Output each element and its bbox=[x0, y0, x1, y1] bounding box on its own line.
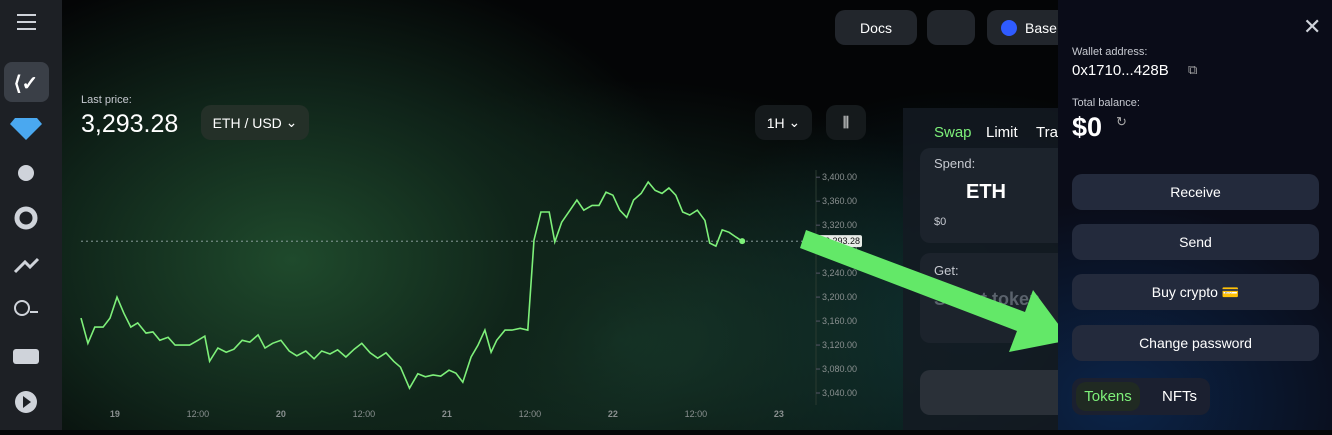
docs-button[interactable]: Docs bbox=[835, 10, 917, 45]
tokens-tab[interactable]: Tokens bbox=[1076, 382, 1140, 411]
receive-label: Receive bbox=[1170, 184, 1221, 200]
spend-card: Spend: ETH $0 bbox=[920, 148, 1070, 243]
get-label: Get: bbox=[934, 263, 959, 278]
balance: $0 bbox=[1072, 112, 1103, 142]
address-label: Wallet address: bbox=[1072, 46, 1148, 58]
receive-button[interactable]: Receive bbox=[1072, 174, 1319, 210]
nfts-tab[interactable]: NFTs bbox=[1162, 388, 1197, 405]
sidebar-icons: ⟨✓ bbox=[4, 14, 49, 413]
password-label: Change password bbox=[1139, 335, 1252, 351]
x-tick-label: 12:00 bbox=[519, 409, 542, 419]
interval-select[interactable]: 1H ⌄ bbox=[755, 105, 812, 140]
chart-type-button[interactable]: ⫼ bbox=[826, 105, 866, 140]
x-tick-label: 23 bbox=[774, 409, 784, 419]
wallet-address[interactable]: 0x1710...428B bbox=[1072, 62, 1169, 79]
refresh-icon[interactable]: ↻ bbox=[1116, 114, 1127, 129]
price-line-series bbox=[80, 180, 743, 390]
x-tick-label: 19 bbox=[110, 409, 120, 419]
pair-label: ETH / USD bbox=[212, 114, 282, 131]
y-tick-label: 3,200.00 bbox=[822, 292, 857, 302]
copy-icon[interactable]: ⧉ bbox=[1188, 62, 1198, 77]
docs-label: Docs bbox=[860, 19, 892, 36]
sidebar: ⟨✓ bbox=[0, 0, 62, 430]
last-point bbox=[739, 238, 746, 245]
limit-tab[interactable]: Limit bbox=[986, 124, 1018, 141]
tokens-label: Tokens bbox=[1084, 388, 1132, 405]
send-label: Send bbox=[1179, 234, 1212, 250]
x-tick-label: 20 bbox=[276, 409, 286, 419]
buy-label: Buy crypto 💳 bbox=[1151, 283, 1240, 300]
interval-label: 1H bbox=[766, 114, 785, 131]
swap-panel: Swap Limit Transfer Spend: ETH $0 Get: S… bbox=[903, 108, 1091, 430]
last-price: 3,293.28 bbox=[81, 110, 179, 138]
spend-usd: $0 bbox=[934, 216, 947, 228]
x-tick-label: 22 bbox=[608, 409, 618, 419]
x-tick-label: 12:00 bbox=[685, 409, 708, 419]
y-tick-label: 3,120.00 bbox=[822, 340, 857, 350]
balance-label: Total balance: bbox=[1072, 97, 1140, 109]
wallet-panel: ✕ Wallet address: 0x1710...428B ⧉ Total … bbox=[1058, 0, 1332, 430]
y-tick-label: 3,360.00 bbox=[822, 196, 857, 206]
y-tick-label: 3,320.00 bbox=[822, 220, 857, 230]
green-arrow bbox=[800, 230, 1070, 352]
y-tick-label: 3,040.00 bbox=[822, 388, 857, 398]
svg-text:⟨✓: ⟨✓ bbox=[14, 73, 39, 95]
buy-button[interactable]: Buy crypto 💳 bbox=[1072, 274, 1319, 310]
spend-label: Spend: bbox=[934, 156, 976, 171]
close-button[interactable]: ✕ bbox=[1303, 14, 1322, 39]
price-tag-label: 3,293.28 bbox=[825, 236, 860, 246]
asset-tabs: Tokens NFTs bbox=[1072, 378, 1210, 415]
x-tick-label: 12:00 bbox=[187, 409, 210, 419]
x-tick-label: 21 bbox=[442, 409, 452, 419]
last-price-label: Last price: bbox=[81, 94, 132, 106]
y-tick-label: 3,160.00 bbox=[822, 316, 857, 326]
network-icon bbox=[1001, 19, 1017, 36]
bot-button[interactable] bbox=[927, 10, 975, 45]
send-button[interactable]: Send bbox=[1072, 224, 1319, 260]
swap-tab[interactable]: Swap bbox=[934, 124, 972, 141]
spend-token[interactable]: ETH bbox=[966, 181, 1006, 203]
x-tick-label: 12:00 bbox=[353, 409, 376, 419]
y-tick-label: 3,080.00 bbox=[822, 364, 857, 374]
y-tick-label: 3,240.00 bbox=[822, 268, 857, 278]
swap-submit[interactable] bbox=[920, 370, 1070, 415]
password-button[interactable]: Change password bbox=[1072, 325, 1319, 361]
y-tick-label: 3,400.00 bbox=[822, 172, 857, 182]
network-label: Base bbox=[1025, 19, 1057, 36]
pair-select[interactable]: ETH / USD ⌄ bbox=[201, 105, 309, 140]
